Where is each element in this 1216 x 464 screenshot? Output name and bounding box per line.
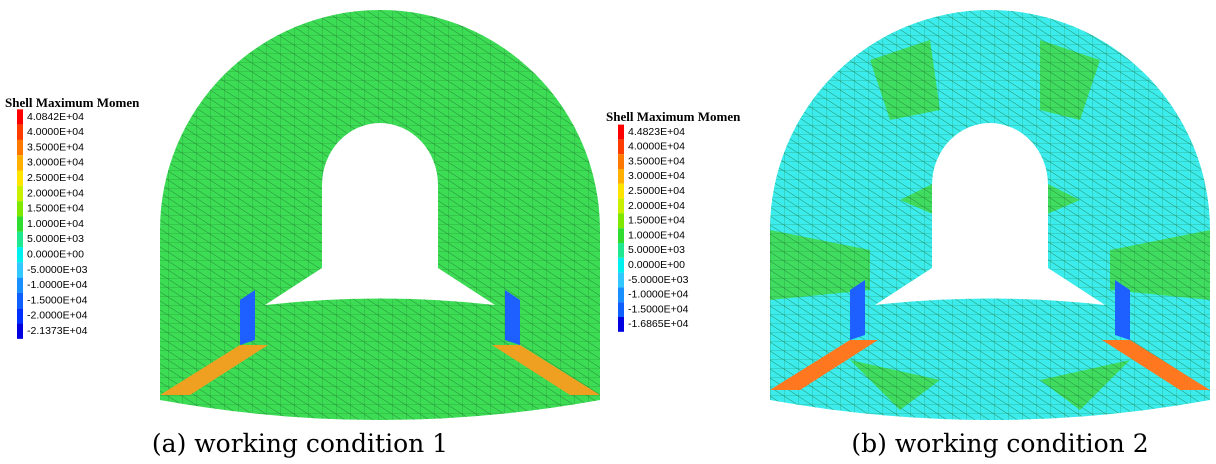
legend-entry: -1.5000E+04	[27, 294, 88, 306]
caption: (b) working condition 2	[851, 429, 1148, 458]
legend-swatch	[17, 262, 23, 277]
legend-swatch	[17, 247, 23, 262]
legend-entry: -5.0000E+03	[628, 274, 689, 286]
legend-entry: 5.0000E+03	[27, 233, 84, 245]
legend-entry: -1.6865E+04	[628, 318, 689, 330]
legend-swatch	[618, 169, 624, 184]
caption: (a) working condition 1	[152, 429, 448, 458]
legend-swatch	[618, 287, 624, 302]
legend-entry: 3.0000E+04	[27, 157, 84, 169]
legend-entry: 4.4823E+04	[628, 126, 685, 138]
legend-entry: -2.1373E+04	[27, 325, 88, 337]
legend-swatch	[618, 213, 624, 228]
legend-swatch	[618, 125, 624, 140]
legend-entry: 1.0000E+04	[628, 229, 685, 241]
legend-entry: 2.5000E+04	[27, 172, 84, 184]
legend-swatch	[618, 139, 624, 154]
legend-entry: -2.0000E+04	[27, 310, 88, 322]
legend-swatch	[17, 171, 23, 186]
legend-entry: -1.0000E+04	[628, 289, 689, 301]
legend-swatch	[17, 140, 23, 155]
legend-entry: 2.5000E+04	[628, 185, 685, 197]
legend-swatch	[618, 228, 624, 243]
legend-entry: 1.5000E+04	[27, 203, 84, 215]
legend-entry: 3.5000E+04	[628, 155, 685, 167]
legend-entry: 1.0000E+04	[27, 218, 84, 230]
legend-swatch	[618, 184, 624, 199]
legend-swatch	[618, 302, 624, 317]
legend-swatch	[17, 109, 23, 124]
legend-swatch	[17, 155, 23, 170]
legend-swatch	[618, 243, 624, 258]
tunnel-plot-b	[770, 10, 1210, 420]
legend-swatch	[17, 324, 23, 339]
figure: Shell Maximum Momen4.0842E+044.0000E+043…	[0, 0, 1216, 464]
legend-entry: 0.0000E+00	[628, 259, 685, 271]
legend-entry: 5.0000E+03	[628, 244, 685, 256]
legend-entry: 1.5000E+04	[628, 215, 685, 227]
legend-entry: -1.0000E+04	[27, 279, 88, 291]
legend-swatch	[618, 199, 624, 214]
legend-entry: 4.0000E+04	[27, 126, 84, 138]
legend-swatch	[618, 154, 624, 169]
legend-swatch	[17, 293, 23, 308]
legend-swatch	[17, 216, 23, 231]
legend-swatch	[618, 273, 624, 288]
legend-entry: 4.0842E+04	[27, 111, 84, 123]
legend-entry: 2.0000E+04	[628, 200, 685, 212]
legend-swatch	[618, 317, 624, 332]
legend-entry: 2.0000E+04	[27, 187, 84, 199]
legend-entry: 4.0000E+04	[628, 141, 685, 153]
legend-swatch	[618, 258, 624, 273]
page: {"panels": [ {"legend": {"title": "Shell…	[0, 0, 1216, 464]
legend-swatch	[17, 186, 23, 201]
legend-entry: -1.5000E+04	[628, 303, 689, 315]
legend-swatch	[17, 201, 23, 216]
tunnel-plot-a	[160, 10, 600, 420]
legend-entry: -5.0000E+03	[27, 264, 88, 276]
legend-swatch	[17, 232, 23, 247]
legend-title: Shell Maximum Momen	[606, 109, 741, 124]
legend-swatch	[17, 278, 23, 293]
legend-title: Shell Maximum Momen	[5, 95, 140, 110]
legend-entry: 3.5000E+04	[27, 141, 84, 153]
legend-entry: 3.0000E+04	[628, 170, 685, 182]
legend-swatch	[17, 308, 23, 323]
legend-swatch	[17, 125, 23, 140]
legend-entry: 0.0000E+00	[27, 248, 84, 260]
